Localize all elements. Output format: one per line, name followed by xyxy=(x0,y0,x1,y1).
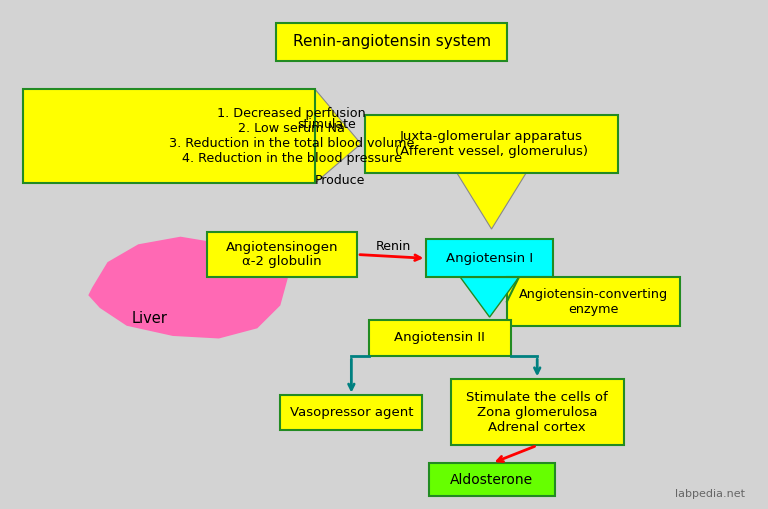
Text: Produce: Produce xyxy=(315,174,366,187)
FancyBboxPatch shape xyxy=(207,232,357,277)
Text: Angiotensin II: Angiotensin II xyxy=(394,331,485,345)
Polygon shape xyxy=(315,89,361,183)
Text: labpedia.net: labpedia.net xyxy=(675,489,745,499)
FancyBboxPatch shape xyxy=(429,463,555,496)
Text: Angiotensin I: Angiotensin I xyxy=(446,252,533,265)
Text: Stimulate the cells of
Zona glomerulosa
Adrenal cortex: Stimulate the cells of Zona glomerulosa … xyxy=(466,391,608,434)
FancyBboxPatch shape xyxy=(276,23,507,61)
Text: Renin: Renin xyxy=(376,240,411,253)
Text: Liver: Liver xyxy=(132,310,167,326)
Text: Angiotensin-converting
enzyme: Angiotensin-converting enzyme xyxy=(518,288,668,316)
Text: Renin-angiotensin system: Renin-angiotensin system xyxy=(293,35,491,49)
FancyBboxPatch shape xyxy=(280,395,422,430)
Polygon shape xyxy=(88,237,288,338)
FancyBboxPatch shape xyxy=(426,239,553,277)
Polygon shape xyxy=(461,277,519,317)
Text: Angiotensinogen
α-2 globulin: Angiotensinogen α-2 globulin xyxy=(226,240,339,269)
FancyBboxPatch shape xyxy=(507,277,680,326)
FancyBboxPatch shape xyxy=(365,115,618,173)
Polygon shape xyxy=(457,173,526,229)
Text: 1. Decreased perfusion
2. Low serum Na
3. Reduction in the total blood volume
4.: 1. Decreased perfusion 2. Low serum Na 3… xyxy=(169,107,414,165)
Text: stimulate: stimulate xyxy=(297,118,356,131)
Text: Vasopressor agent: Vasopressor agent xyxy=(290,406,413,419)
FancyBboxPatch shape xyxy=(23,89,315,183)
Text: Juxta-glomerular apparatus
(Afferent vessel, glomerulus): Juxta-glomerular apparatus (Afferent ves… xyxy=(395,130,588,158)
FancyBboxPatch shape xyxy=(369,320,511,356)
Text: Aldosterone: Aldosterone xyxy=(450,473,534,487)
FancyBboxPatch shape xyxy=(451,379,624,445)
